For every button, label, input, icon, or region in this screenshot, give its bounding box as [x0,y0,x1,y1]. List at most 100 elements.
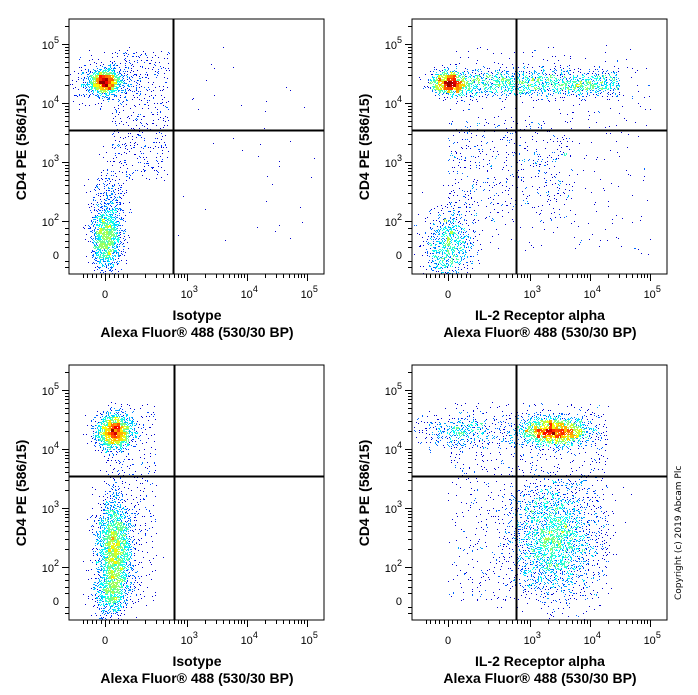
event-point [100,251,101,252]
event-point [106,238,107,239]
event-point [109,98,110,99]
event-point [99,78,100,79]
event-point [449,91,450,92]
event-point [118,188,119,189]
event-point [82,73,83,74]
event-point [110,269,111,270]
event-point [108,260,109,261]
event-point [105,247,106,248]
event-point [114,232,115,233]
event-point [85,239,86,240]
event-point [445,91,446,92]
event-point [95,187,96,188]
event-point [134,53,135,54]
event-point [444,85,445,86]
event-point [97,249,98,250]
event-point [93,219,94,220]
event-point [97,233,98,234]
event-point [107,223,108,224]
event-point [88,70,89,71]
event-point [166,102,167,103]
event-point [102,266,103,267]
event-point [100,73,101,74]
event-point [117,232,118,233]
event-point [97,202,98,203]
event-point [146,60,147,61]
event-point [439,91,440,92]
event-point [94,197,95,198]
event-point [109,99,110,100]
event-point [116,229,117,230]
event-point [107,180,108,181]
event-point [104,75,105,76]
event-point [103,243,104,244]
event-point [105,223,106,224]
event-point [109,234,110,235]
event-point [154,103,155,104]
event-point [110,65,111,66]
event-point [104,72,105,73]
event-point [81,67,82,68]
event-point [110,226,111,227]
event-point [442,65,443,66]
event-point [110,212,111,213]
event-point [101,242,102,243]
event-point [104,222,105,223]
event-point [101,75,102,76]
event-point [107,77,108,78]
event-point [102,93,103,94]
event-point [100,93,101,94]
event-point [456,71,457,72]
event-point [121,74,122,75]
event-point [112,203,113,204]
event-point [110,205,111,206]
event-point [129,202,130,203]
event-point [450,89,451,90]
event-point [111,243,112,244]
event-point [125,90,126,91]
event-point [99,241,100,242]
event-point [148,105,149,106]
event-point [100,252,101,253]
event-point [439,95,440,96]
event-point [448,93,449,94]
event-point [101,243,102,244]
event-point [112,264,113,265]
event-point [110,217,111,218]
event-point [116,90,117,91]
event-point [111,194,112,195]
event-point [430,87,431,88]
event-point [453,87,454,88]
event-point [461,92,462,93]
event-point [92,223,93,224]
event-point [110,225,111,226]
event-point [105,88,106,89]
event-point [100,250,101,251]
event-point [106,229,107,230]
event-point [466,80,467,81]
event-point [128,235,129,236]
event-point [99,231,100,232]
event-point [88,90,89,91]
event-point [116,125,117,126]
event-point [158,166,159,167]
event-point [118,80,119,81]
event-point [440,89,441,90]
event-point [97,84,98,85]
event-point [157,114,158,115]
event-point [165,145,166,146]
event-point [113,219,114,220]
event-point [149,100,150,101]
event-point [453,84,454,85]
event-point [463,73,464,74]
event-point [432,77,433,78]
event-point [114,227,115,228]
event-point [457,86,458,87]
event-point [156,125,157,126]
event-point [111,191,112,192]
event-point [436,87,437,88]
event-point [86,87,87,88]
event-point [118,240,119,241]
event-point [128,90,129,91]
event-point [98,252,99,253]
